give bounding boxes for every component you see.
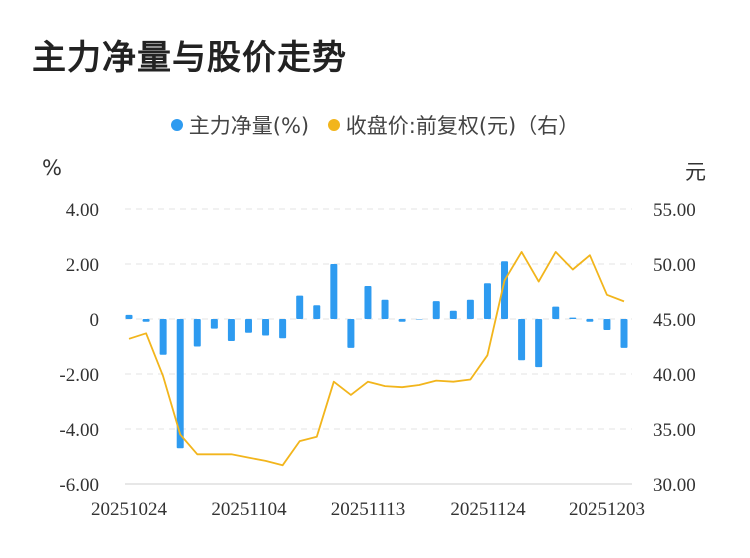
bar bbox=[535, 319, 543, 368]
chart-title: 主力净量与股价走势 bbox=[32, 38, 347, 78]
bar bbox=[398, 319, 406, 322]
right-axis-unit: 元 bbox=[685, 160, 706, 184]
left-tick-label: -2.00 bbox=[59, 365, 99, 386]
bar bbox=[415, 319, 423, 320]
bar bbox=[142, 319, 150, 322]
right-tick-label: 40.00 bbox=[653, 365, 696, 386]
right-tick-label: 45.00 bbox=[653, 310, 696, 331]
bar bbox=[466, 299, 474, 319]
x-tick-label: 20251104 bbox=[211, 499, 287, 520]
legend-item-line[interactable]: 收盘价:前复权(元)（右） bbox=[327, 110, 580, 140]
bar bbox=[210, 319, 218, 329]
bar bbox=[244, 319, 252, 333]
bar bbox=[330, 264, 338, 319]
bar bbox=[262, 319, 270, 336]
x-tick-label: 20251124 bbox=[450, 499, 526, 520]
legend-line-label: 收盘价:前复权(元)（右） bbox=[345, 114, 580, 138]
legend-item-bar[interactable]: 主力净量(%) bbox=[170, 110, 310, 140]
bar bbox=[125, 314, 133, 319]
bar bbox=[227, 319, 235, 341]
bar bbox=[381, 299, 389, 319]
bar bbox=[176, 319, 184, 449]
bar bbox=[432, 301, 440, 319]
right-tick-label: 35.00 bbox=[653, 420, 696, 441]
bar bbox=[364, 286, 372, 319]
legend: 主力净量(%) 收盘价:前复权(元)（右） bbox=[0, 110, 750, 140]
x-tick-label: 20251203 bbox=[569, 499, 645, 520]
bar bbox=[620, 319, 628, 348]
bar bbox=[603, 319, 611, 330]
left-tick-label: 4.00 bbox=[66, 200, 99, 221]
legend-line-dot-icon bbox=[327, 119, 340, 131]
bar bbox=[501, 261, 509, 319]
legend-bar-dot-icon bbox=[170, 119, 183, 131]
right-tick-label: 55.00 bbox=[653, 200, 696, 221]
bar bbox=[279, 319, 287, 339]
bar bbox=[193, 319, 201, 347]
legend-bar-label: 主力净量(%) bbox=[188, 114, 310, 138]
price-line bbox=[128, 251, 625, 467]
x-tick-label: 20251113 bbox=[331, 499, 406, 520]
bar bbox=[347, 319, 355, 348]
left-tick-label: -6.00 bbox=[59, 475, 99, 496]
bar bbox=[313, 305, 321, 319]
bar bbox=[296, 295, 304, 319]
right-tick-label: 30.00 bbox=[653, 475, 696, 496]
bar bbox=[569, 317, 577, 319]
bar bbox=[159, 319, 167, 355]
bar bbox=[483, 283, 491, 319]
left-axis-unit: % bbox=[42, 156, 62, 180]
left-tick-label: 0 bbox=[90, 310, 100, 331]
right-tick-label: 50.00 bbox=[653, 255, 696, 276]
bar bbox=[586, 319, 594, 322]
bar bbox=[449, 310, 457, 319]
bar bbox=[518, 319, 526, 361]
bar bbox=[552, 306, 560, 319]
left-tick-label: 2.00 bbox=[66, 255, 99, 276]
x-tick-label: 20251024 bbox=[91, 499, 168, 520]
left-tick-label: -4.00 bbox=[59, 420, 99, 441]
